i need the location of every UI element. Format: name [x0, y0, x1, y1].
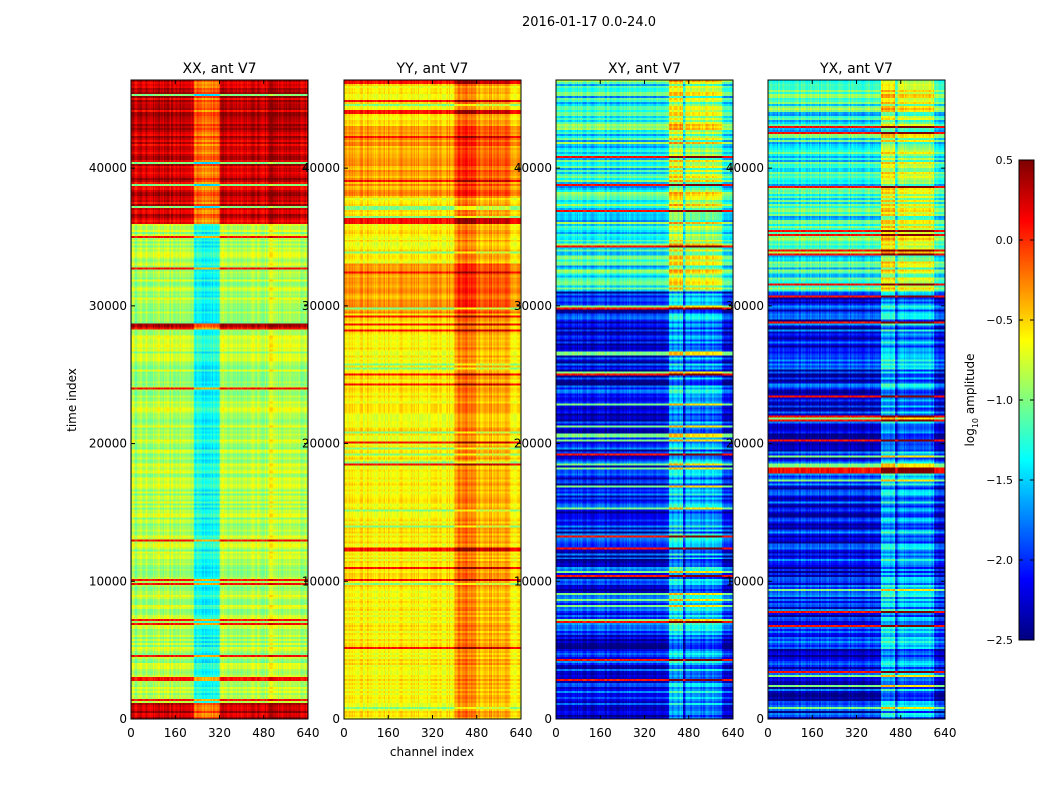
y-tick-label: 40000: [726, 161, 764, 175]
colorbar-label: log10 amplitude: [963, 354, 980, 447]
x-axis-label: channel index: [390, 745, 474, 759]
y-tick-label: 10000: [514, 574, 552, 588]
y-tick-label: 20000: [89, 437, 127, 451]
x-tick-label: 480: [465, 726, 488, 740]
x-tick-label: 480: [252, 726, 275, 740]
panel-frame-1: [343, 79, 522, 720]
y-tick-label: 40000: [302, 161, 340, 175]
heatmap-1: [344, 80, 521, 719]
panel-frame-0: [130, 79, 309, 720]
figure-title: 2016-01-17 0.0-24.0: [522, 15, 656, 30]
panel-title-2: XY, ant V7: [608, 61, 681, 77]
x-tick-label: 0: [552, 726, 560, 740]
colorbar-label-suffix: amplitude: [963, 354, 977, 418]
heatmap-2: [556, 80, 733, 719]
x-tick-label: 320: [633, 726, 656, 740]
colorbar-tick-label: 0.5: [996, 154, 1014, 167]
x-tick-label: 480: [889, 726, 912, 740]
y-tick-label: 30000: [726, 299, 764, 313]
y-tick-label: 30000: [514, 299, 552, 313]
y-tick-label: 30000: [89, 299, 127, 313]
colorbar-label-sub: 10: [971, 418, 980, 428]
y-tick-label: 30000: [302, 299, 340, 313]
panel-title-3: YX, ant V7: [819, 61, 893, 77]
y-axis-label: time index: [65, 368, 79, 432]
colorbar: [1019, 160, 1034, 640]
panel-frame-3: [767, 79, 946, 720]
x-tick-label: 480: [677, 726, 700, 740]
colorbar-label-prefix: log: [963, 428, 977, 446]
colorbar-tick-label: −0.5: [986, 314, 1013, 327]
y-tick-label: 0: [544, 712, 552, 726]
x-tick-label: 640: [297, 726, 320, 740]
colorbar-tick-label: 0.0: [996, 234, 1014, 247]
y-tick-label: 0: [332, 712, 340, 726]
y-tick-label: 40000: [89, 161, 127, 175]
y-tick-label: 0: [119, 712, 127, 726]
x-tick-label: 0: [764, 726, 772, 740]
y-tick-label: 20000: [514, 437, 552, 451]
x-tick-label: 160: [377, 726, 400, 740]
x-tick-label: 160: [589, 726, 612, 740]
y-tick-label: 40000: [514, 161, 552, 175]
y-tick-label: 0: [756, 712, 764, 726]
x-tick-label: 0: [340, 726, 348, 740]
y-tick-label: 20000: [726, 437, 764, 451]
x-tick-label: 160: [801, 726, 824, 740]
panel-title-0: XX, ant V7: [183, 61, 257, 77]
y-tick-label: 10000: [89, 574, 127, 588]
colorbar-tick-label: −2.0: [986, 554, 1013, 567]
panel-frame-2: [555, 79, 734, 720]
y-tick-label: 10000: [726, 574, 764, 588]
y-tick-label: 20000: [302, 437, 340, 451]
colorbar-tick-label: −1.0: [986, 394, 1013, 407]
x-tick-label: 320: [208, 726, 231, 740]
x-tick-label: 0: [127, 726, 135, 740]
x-tick-label: 640: [934, 726, 957, 740]
x-tick-label: 320: [845, 726, 868, 740]
panel-title-1: YY, ant V7: [396, 61, 469, 77]
heatmap-3: [768, 80, 945, 719]
colorbar-tick-label: −1.5: [986, 474, 1013, 487]
y-tick-label: 10000: [302, 574, 340, 588]
heatmap-0: [131, 80, 308, 719]
x-tick-label: 640: [722, 726, 745, 740]
colorbar-tick-label: −2.5: [986, 634, 1013, 647]
x-tick-label: 160: [164, 726, 187, 740]
x-tick-label: 640: [510, 726, 533, 740]
x-tick-label: 320: [421, 726, 444, 740]
